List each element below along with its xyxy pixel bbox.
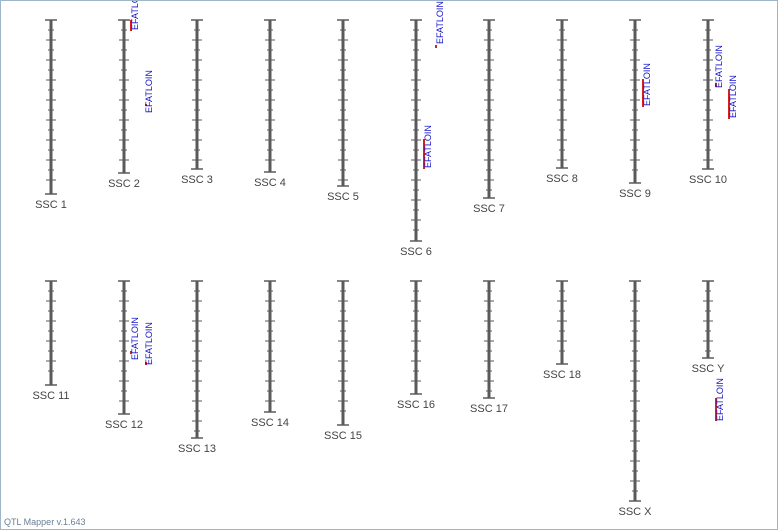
chromosome-label: SSC 11 (32, 390, 69, 402)
chromosome-1: SSC 1 (35, 19, 67, 211)
chromosome-label: SSC 16 (397, 399, 435, 411)
chromosome-label: SSC 14 (251, 417, 289, 429)
qtl-trait-label: EFATLOIN (144, 70, 154, 113)
version-label: QTL Mapper v.1.643 (4, 517, 86, 527)
qtl-trait-label: EFATLOIN (130, 1, 140, 30)
qtl-marker[interactable]: EFATLOIN (423, 125, 433, 169)
qtl-trait-label: EFATLOIN (728, 75, 738, 118)
qtl-trait-label: EFATLOIN (642, 63, 652, 106)
chromosome-7: SSC 7 (473, 19, 505, 215)
qtl-marker[interactable]: EFATLOIN (715, 378, 725, 421)
chromosome-label: SSC 3 (181, 174, 213, 186)
chromosome-11: SSC 11 (32, 280, 70, 402)
chromosome-label: SSC 17 (470, 403, 508, 415)
chromosome-15: SSC 15 (324, 280, 362, 442)
chromosome-label: SSC 9 (619, 188, 651, 200)
chromosome-label: SSC X (618, 506, 652, 518)
chromosome-label: SSC 15 (324, 430, 362, 442)
chromosome-6: SSC 6 EFATLOIN EFATLOIN (400, 1, 445, 258)
chromosome-17: SSC 17 (470, 280, 508, 415)
chromosome-5: SSC 5 (327, 19, 359, 203)
chromosome-2: SSC 2 EFATLOIN EFATLOIN (108, 1, 154, 190)
qtl-marker[interactable]: EFATLOIN (130, 1, 140, 31)
chromosome-label: SSC 5 (327, 191, 359, 203)
chromosome-19: SSC X (618, 280, 652, 518)
qtl-marker[interactable]: EFATLOIN (130, 317, 140, 360)
chromosome-label: SSC Y (692, 363, 725, 375)
qtl-trait-label: EFATLOIN (435, 1, 445, 44)
chromosome-14: SSC 14 (251, 280, 289, 429)
qtl-trait-label: EFATLOIN (714, 45, 724, 88)
chromosome-16: SSC 16 (397, 280, 435, 411)
chromosome-label: SSC 1 (35, 199, 67, 211)
chromosome-label: SSC 8 (546, 173, 578, 185)
qtl-marker[interactable]: EFATLOIN (642, 63, 652, 107)
qtl-trait-label: EFATLOIN (423, 125, 433, 168)
chromosome-13: SSC 13 (178, 280, 216, 455)
chromosome-label: SSC 6 (400, 246, 432, 258)
qtl-marker[interactable]: EFATLOIN (435, 1, 445, 48)
chromosome-8: SSC 8 (546, 19, 578, 185)
chromosome-label: SSC 2 (108, 178, 140, 190)
chromosome-4: SSC 4 (254, 19, 286, 189)
qtl-trait-label: EFATLOIN (144, 322, 154, 365)
qtl-marker[interactable]: EFATLOIN (144, 70, 154, 113)
chromosome-label: SSC 12 (105, 419, 143, 431)
chromosome-label: SSC 10 (689, 174, 727, 186)
qtl-trait-label: EFATLOIN (715, 378, 725, 421)
chromosome-9: SSC 9 EFATLOIN (619, 19, 652, 200)
chromosome-10: SSC 10 EFATLOIN EFATLOIN (689, 19, 738, 186)
chromosome-20: SSC Y EFATLOIN (692, 280, 725, 421)
qtl-marker[interactable]: EFATLOIN (714, 45, 724, 88)
chromosome-18: SSC 18 (543, 280, 581, 381)
chromosome-label: SSC 18 (543, 369, 581, 381)
qtl-trait-label: EFATLOIN (130, 317, 140, 360)
qtl-marker[interactable]: EFATLOIN (144, 322, 154, 365)
qtl-marker[interactable]: EFATLOIN (728, 75, 738, 119)
chromosome-3: SSC 3 (181, 19, 213, 186)
chromosome-label: SSC 7 (473, 203, 505, 215)
chromosome-12: SSC 12 EFATLOIN EFATLOIN (105, 280, 154, 431)
chromosome-label: SSC 13 (178, 443, 216, 455)
chromosome-label: SSC 4 (254, 177, 286, 189)
